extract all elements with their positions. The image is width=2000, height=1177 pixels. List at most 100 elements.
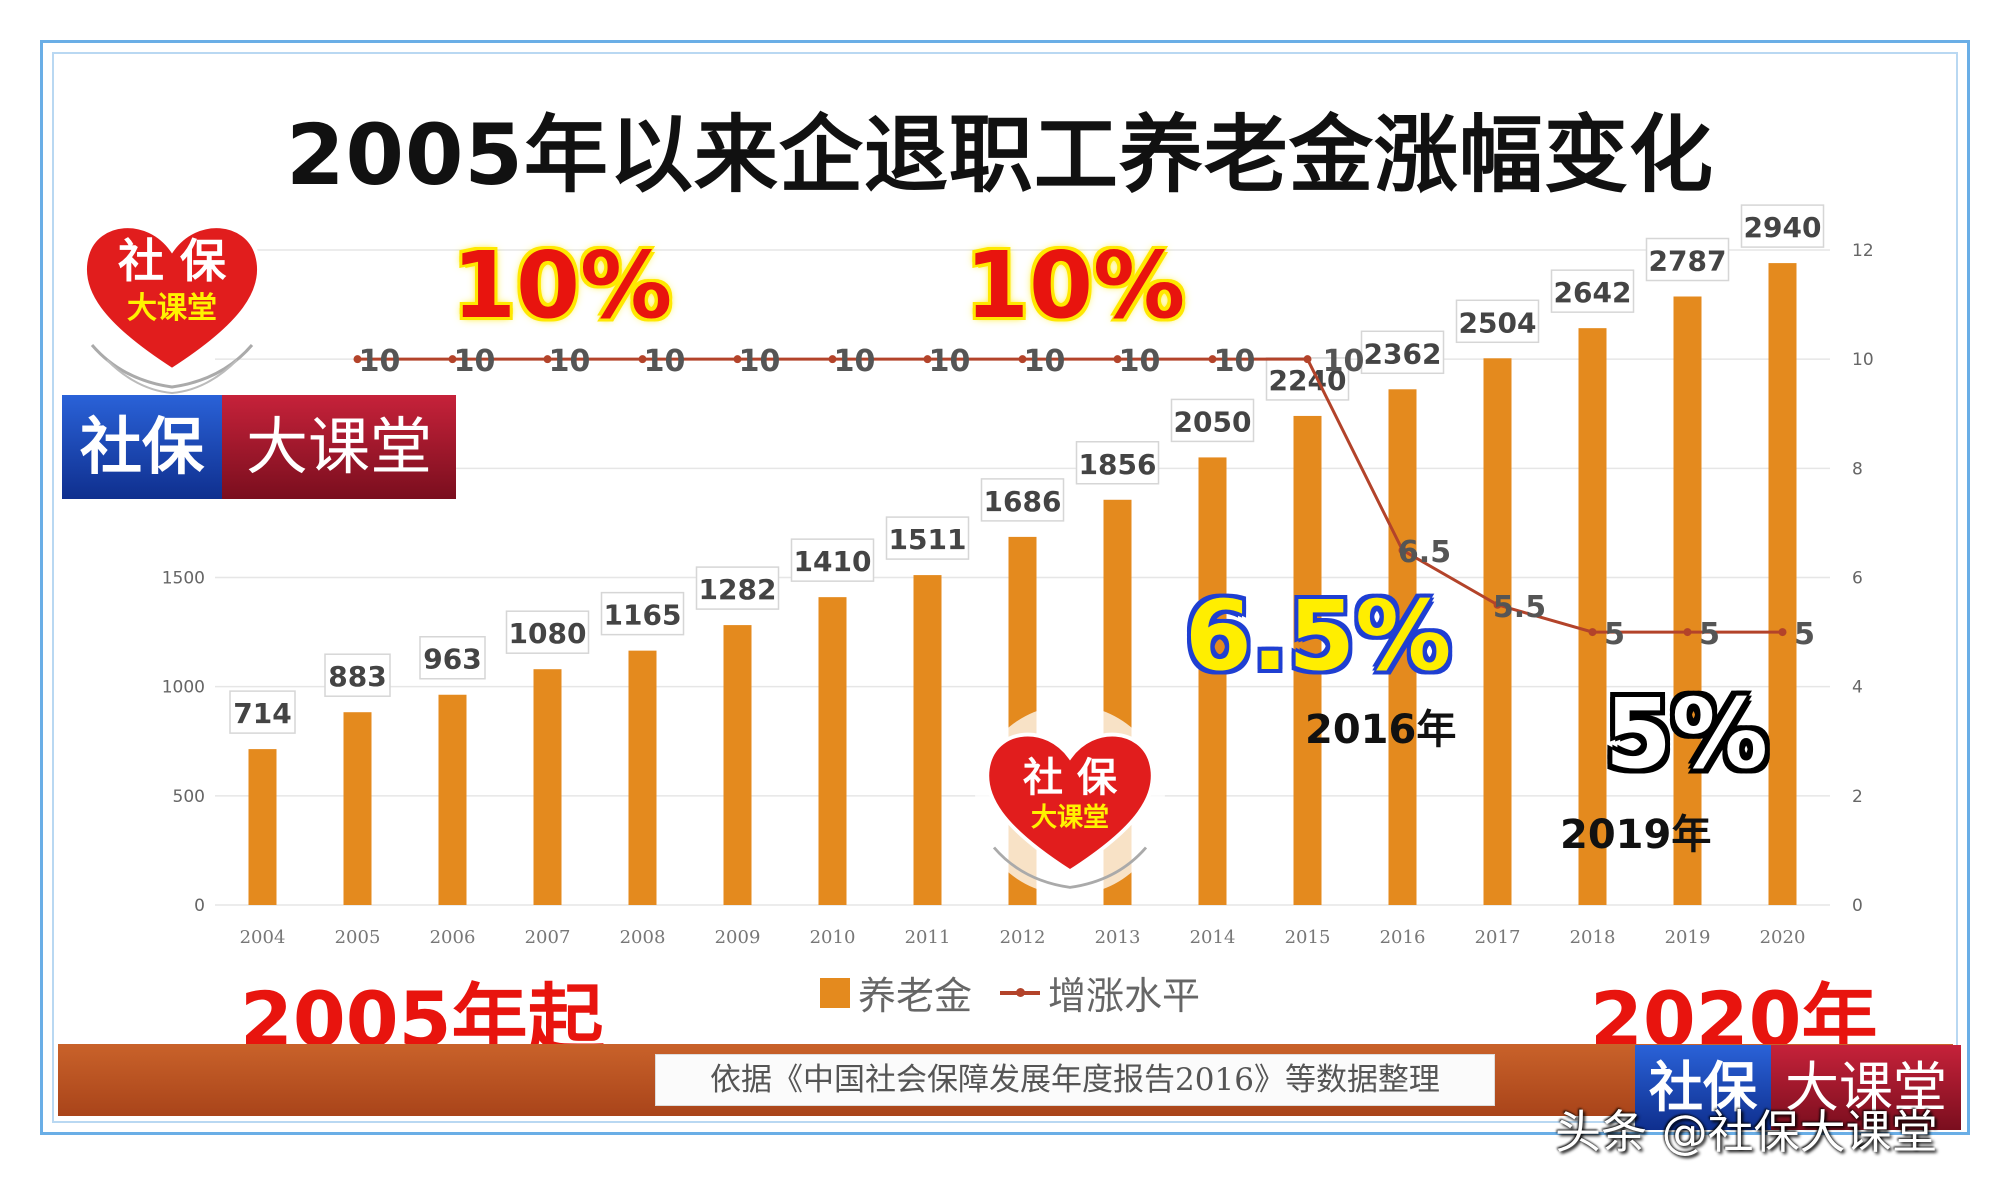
bar-2010 — [818, 597, 847, 905]
brand-part1-bottom: 社保 — [1635, 1045, 1771, 1130]
x-tick-2004: 2004 — [240, 927, 286, 948]
line-label-2008: 10 — [644, 344, 686, 379]
line-point-2010 — [828, 355, 837, 364]
bar-label-2015: 2240 — [1269, 364, 1347, 397]
line-point-2020 — [1778, 628, 1787, 637]
bar-label-bg-2014 — [1170, 398, 1255, 443]
bar-label-2004: 714 — [233, 697, 291, 730]
heart-logo-center: 社 保 大课堂 — [965, 705, 1175, 895]
line-point-2007 — [543, 355, 552, 364]
y-right-tick-3: 6 — [1852, 569, 1863, 589]
bar-label-2014: 2050 — [1174, 405, 1252, 438]
line-label-2017: 5.5 — [1493, 590, 1546, 625]
bar-label-bg-2010 — [790, 538, 875, 582]
x-tick-2005: 2005 — [335, 927, 381, 948]
line-point-2009 — [733, 355, 742, 364]
line-label-2016: 6.5 — [1398, 535, 1451, 570]
bar-label-bg-2011 — [885, 516, 970, 560]
x-tick-2015: 2015 — [1285, 927, 1331, 948]
bar-label-bg-2007 — [505, 610, 590, 654]
line-point-2018 — [1588, 628, 1597, 637]
legend-line-label: 增涨水平 — [1048, 974, 1201, 1018]
x-tick-2014: 2014 — [1190, 927, 1236, 948]
line-label-2014: 10 — [1214, 344, 1256, 379]
x-tick-2019: 2019 — [1665, 927, 1711, 948]
y-left-tick-3: 1500 — [162, 569, 205, 589]
bar-label-2020: 2940 — [1744, 211, 1822, 244]
brand-part2: 大课堂 — [222, 395, 457, 499]
bar-label-2009: 1282 — [699, 573, 777, 606]
line-label-2019: 5 — [1699, 617, 1720, 652]
bar-label-2017: 2504 — [1459, 306, 1537, 339]
source-note: 依据《中国社会保障发展年度报告2016》等数据整理 — [655, 1054, 1495, 1106]
x-tick-2009: 2009 — [715, 927, 761, 948]
line-label-2009: 10 — [739, 344, 781, 379]
line-point-2008 — [638, 355, 647, 364]
x-tick-2010: 2010 — [810, 927, 856, 948]
logo-line2: 大课堂 — [127, 291, 217, 326]
bar-label-bg-2006 — [419, 635, 486, 680]
bar-label-bg-2008 — [600, 591, 685, 636]
y-right-tick-4: 8 — [1852, 459, 1863, 479]
bar-label-bg-2019 — [1645, 237, 1730, 282]
x-tick-2013: 2013 — [1095, 927, 1141, 948]
brand-badge-top: 社保 大课堂 — [62, 395, 457, 499]
line-label-2018: 5 — [1604, 617, 1625, 652]
line-point-2014 — [1208, 355, 1217, 364]
line-label-2020: 5 — [1794, 617, 1815, 652]
line-label-2012: 10 — [1024, 344, 1066, 379]
bar-2005 — [343, 712, 372, 905]
bar-label-bg-2005 — [324, 653, 391, 697]
bar-2015 — [1293, 415, 1322, 905]
bar-label-bg-2018 — [1550, 269, 1635, 313]
x-tick-2008: 2008 — [620, 927, 666, 948]
bar-2008 — [628, 650, 657, 905]
bar-2007 — [533, 669, 562, 905]
y-right-tick-0: 0 — [1852, 896, 1863, 916]
bar-2009 — [723, 625, 752, 905]
line-label-2015: 10 — [1323, 344, 1365, 379]
bar-label-2011: 1511 — [889, 523, 967, 556]
line-label-2007: 10 — [549, 344, 591, 379]
y-right-tick-6: 12 — [1852, 241, 1874, 261]
y-right-tick-1: 2 — [1852, 787, 1863, 807]
line-point-2019 — [1683, 628, 1692, 637]
x-tick-2017: 2017 — [1475, 927, 1521, 948]
bar-label-bg-2009 — [695, 566, 780, 610]
outer-frame — [40, 40, 1970, 1135]
logo-center-line1: 社 保 — [1023, 755, 1117, 801]
bar-label-2010: 1410 — [794, 545, 872, 578]
y-left-tick-2: 1000 — [162, 678, 205, 698]
line-point-2011 — [923, 355, 932, 364]
callout-year-2019: 2019年 — [1560, 812, 1712, 858]
bar-2016 — [1388, 389, 1417, 906]
bar-2018 — [1578, 328, 1607, 905]
bar-label-bg-2017 — [1455, 299, 1540, 344]
legend-line-swatch — [1000, 987, 1041, 997]
bar-label-bg-2016 — [1360, 330, 1445, 375]
line-point-2017 — [1493, 600, 1502, 609]
callout-rate-6-5: 6.5% — [1185, 580, 1452, 692]
line-point-2012 — [1018, 355, 1027, 364]
legend-bar-label: 养老金 — [858, 974, 973, 1018]
bar-label-bg-2004 — [229, 690, 296, 734]
chart-title: 2005年以来企退职工养老金涨幅变化 — [286, 106, 1714, 204]
x-tick-2006: 2006 — [430, 927, 476, 948]
x-tick-2020: 2020 — [1760, 927, 1806, 948]
x-tick-2018: 2018 — [1570, 927, 1616, 948]
x-tick-2007: 2007 — [525, 927, 571, 948]
y-left-tick-1: 500 — [173, 787, 205, 807]
bar-label-2007: 1080 — [509, 617, 587, 650]
line-point-2006 — [448, 355, 457, 364]
bar-label-2012: 1686 — [984, 485, 1062, 518]
y-right-tick-2: 4 — [1852, 678, 1863, 698]
legend-bar-swatch — [820, 977, 850, 1008]
line-label-2006: 10 — [454, 344, 496, 379]
line-label-2010: 10 — [834, 344, 876, 379]
y-right-tick-5: 10 — [1852, 350, 1874, 370]
y-left-tick-0: 0 — [194, 896, 205, 916]
brand-badge-bottom: 社保 大课堂 — [1635, 1045, 1961, 1130]
line-label-2005: 10 — [359, 344, 401, 379]
bar-2004 — [248, 749, 277, 905]
bar-2006 — [438, 694, 467, 905]
